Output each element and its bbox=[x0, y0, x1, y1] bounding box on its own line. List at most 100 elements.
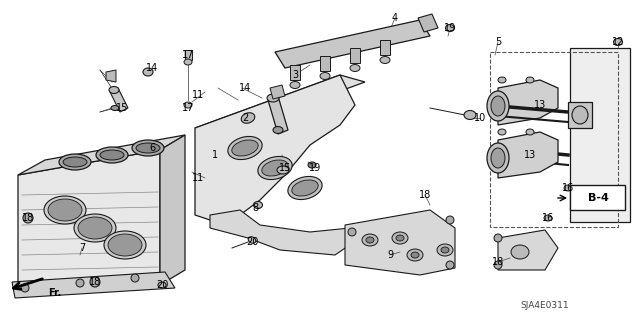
Polygon shape bbox=[270, 85, 285, 99]
Polygon shape bbox=[195, 75, 365, 135]
Text: 5: 5 bbox=[495, 37, 501, 47]
Circle shape bbox=[23, 213, 33, 223]
Ellipse shape bbox=[511, 245, 529, 259]
Ellipse shape bbox=[290, 81, 300, 88]
Polygon shape bbox=[18, 135, 185, 175]
Polygon shape bbox=[268, 96, 288, 134]
Text: 20: 20 bbox=[246, 237, 258, 247]
Text: 18: 18 bbox=[89, 277, 101, 287]
Polygon shape bbox=[380, 40, 390, 55]
Polygon shape bbox=[195, 75, 355, 220]
Polygon shape bbox=[275, 20, 430, 68]
Text: 18: 18 bbox=[492, 257, 504, 267]
Text: 10: 10 bbox=[474, 113, 486, 123]
Text: 20: 20 bbox=[156, 280, 168, 290]
Text: Fr.: Fr. bbox=[48, 288, 61, 298]
Ellipse shape bbox=[487, 91, 509, 121]
Text: 3: 3 bbox=[292, 70, 298, 80]
Ellipse shape bbox=[258, 156, 292, 180]
Ellipse shape bbox=[288, 176, 322, 200]
Ellipse shape bbox=[487, 143, 509, 173]
Text: 12: 12 bbox=[612, 37, 624, 47]
Circle shape bbox=[348, 228, 356, 236]
Ellipse shape bbox=[292, 180, 318, 196]
Text: 17: 17 bbox=[182, 50, 194, 60]
Ellipse shape bbox=[614, 39, 623, 46]
Ellipse shape bbox=[437, 244, 453, 256]
Polygon shape bbox=[350, 48, 360, 63]
Ellipse shape bbox=[184, 102, 192, 108]
Ellipse shape bbox=[273, 127, 283, 133]
Ellipse shape bbox=[491, 96, 505, 116]
Text: 19: 19 bbox=[444, 23, 456, 33]
Bar bbox=[490, 52, 618, 227]
Circle shape bbox=[76, 279, 84, 287]
Text: 13: 13 bbox=[534, 100, 546, 110]
Ellipse shape bbox=[184, 59, 192, 65]
Ellipse shape bbox=[232, 140, 258, 156]
Polygon shape bbox=[210, 210, 360, 255]
Ellipse shape bbox=[362, 234, 378, 246]
Polygon shape bbox=[498, 80, 558, 125]
Ellipse shape bbox=[411, 252, 419, 258]
Ellipse shape bbox=[366, 237, 374, 243]
Text: 11: 11 bbox=[192, 173, 204, 183]
Polygon shape bbox=[498, 230, 558, 270]
Ellipse shape bbox=[104, 231, 146, 259]
Ellipse shape bbox=[44, 196, 86, 224]
Ellipse shape bbox=[241, 113, 255, 123]
Text: SJA4E0311: SJA4E0311 bbox=[520, 300, 568, 309]
Ellipse shape bbox=[111, 106, 119, 110]
Ellipse shape bbox=[253, 202, 262, 209]
Polygon shape bbox=[185, 50, 192, 60]
Ellipse shape bbox=[109, 86, 119, 93]
Text: 16: 16 bbox=[562, 183, 574, 193]
Polygon shape bbox=[18, 150, 160, 290]
Text: 18: 18 bbox=[22, 213, 34, 223]
Text: 4: 4 bbox=[392, 13, 398, 23]
Text: 1: 1 bbox=[212, 150, 218, 160]
Ellipse shape bbox=[445, 25, 454, 32]
Ellipse shape bbox=[407, 249, 423, 261]
Polygon shape bbox=[110, 88, 128, 112]
Ellipse shape bbox=[350, 64, 360, 71]
Ellipse shape bbox=[158, 282, 166, 288]
Text: 15: 15 bbox=[116, 103, 128, 113]
Polygon shape bbox=[320, 56, 330, 71]
Ellipse shape bbox=[544, 215, 552, 221]
Text: 18: 18 bbox=[419, 190, 431, 200]
Ellipse shape bbox=[267, 94, 279, 102]
Ellipse shape bbox=[441, 247, 449, 253]
Ellipse shape bbox=[143, 68, 153, 76]
Ellipse shape bbox=[320, 72, 330, 79]
Polygon shape bbox=[570, 185, 625, 210]
Text: 9: 9 bbox=[387, 250, 393, 260]
Polygon shape bbox=[12, 272, 175, 298]
Polygon shape bbox=[568, 102, 592, 128]
Polygon shape bbox=[290, 65, 300, 80]
Polygon shape bbox=[570, 48, 630, 222]
Ellipse shape bbox=[48, 199, 82, 221]
Polygon shape bbox=[345, 210, 455, 275]
Ellipse shape bbox=[136, 143, 160, 153]
Polygon shape bbox=[160, 135, 185, 285]
Ellipse shape bbox=[132, 140, 164, 156]
Ellipse shape bbox=[464, 110, 476, 120]
Ellipse shape bbox=[396, 235, 404, 241]
Text: 14: 14 bbox=[146, 63, 158, 73]
Ellipse shape bbox=[392, 232, 408, 244]
Text: 15: 15 bbox=[279, 163, 291, 173]
Circle shape bbox=[494, 261, 502, 269]
Ellipse shape bbox=[78, 217, 112, 239]
Text: 8: 8 bbox=[252, 203, 258, 213]
Circle shape bbox=[446, 216, 454, 224]
Ellipse shape bbox=[498, 77, 506, 83]
Ellipse shape bbox=[498, 129, 506, 135]
Text: 2: 2 bbox=[242, 113, 248, 123]
Ellipse shape bbox=[526, 129, 534, 135]
Text: 11: 11 bbox=[192, 90, 204, 100]
Text: 16: 16 bbox=[542, 213, 554, 223]
Ellipse shape bbox=[63, 157, 87, 167]
Polygon shape bbox=[498, 132, 558, 178]
Ellipse shape bbox=[491, 148, 505, 168]
